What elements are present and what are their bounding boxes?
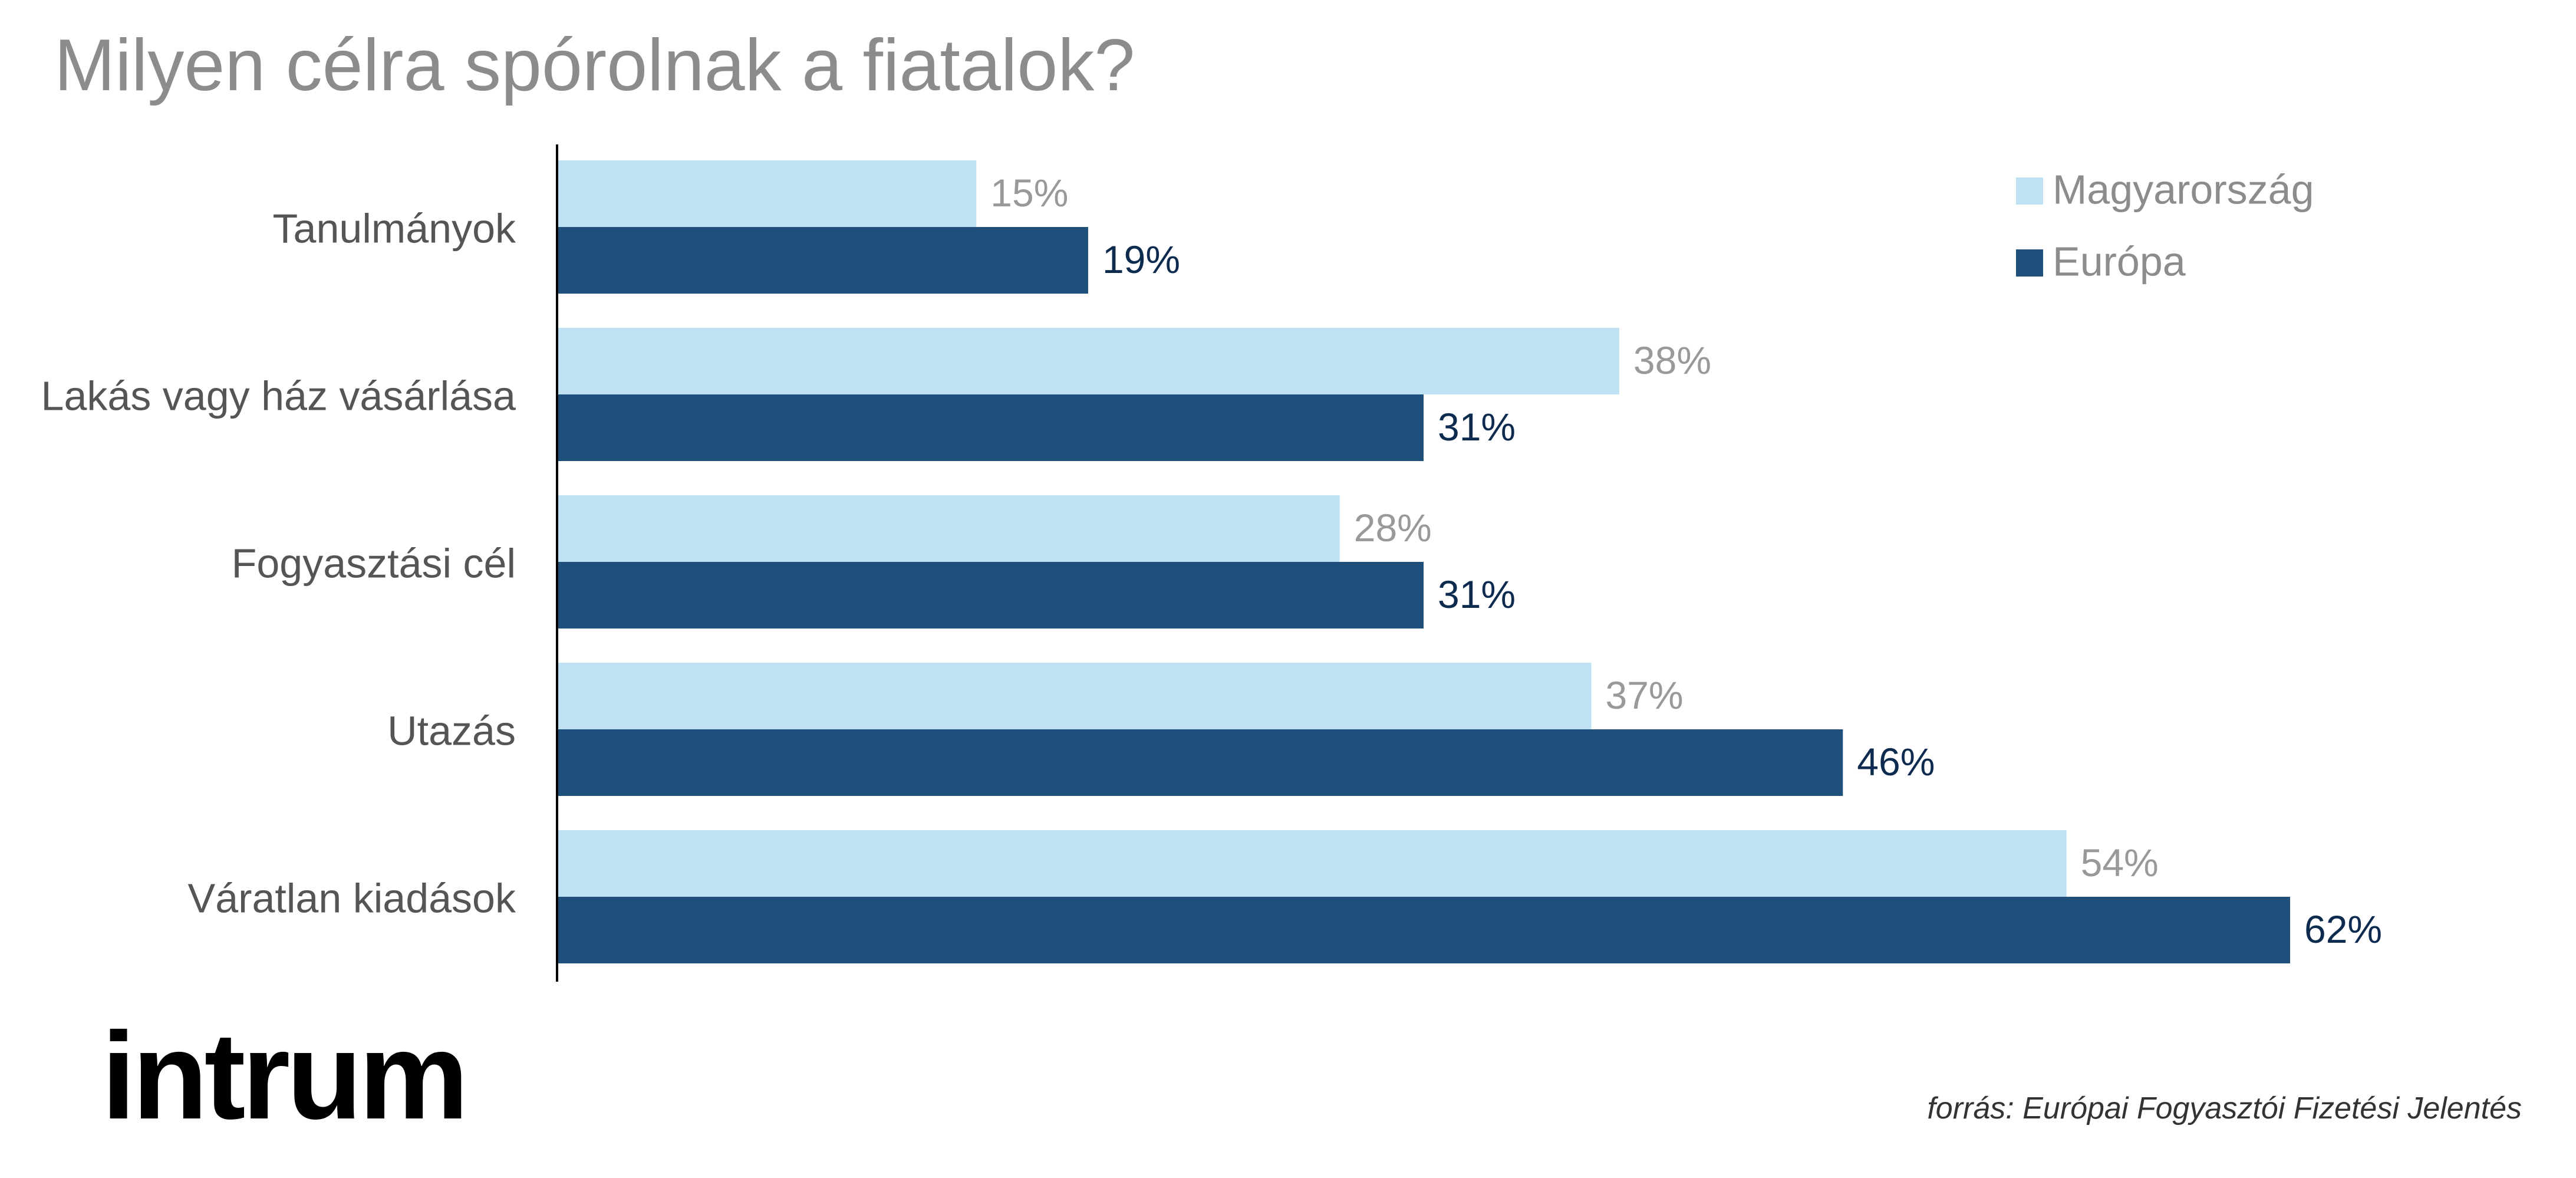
category-label: Lakás vagy ház vásárlása bbox=[41, 373, 516, 419]
data-label: 54% bbox=[2081, 841, 2159, 884]
category-label: Tanulmányok bbox=[273, 205, 516, 251]
data-label: 28% bbox=[1354, 506, 1432, 549]
bar-europa bbox=[557, 394, 1424, 461]
bar-europa bbox=[557, 227, 1088, 294]
data-label: 31% bbox=[1438, 405, 1516, 449]
data-label: 37% bbox=[1606, 673, 1684, 717]
bar-magyarorszag bbox=[557, 830, 2067, 897]
data-label: 46% bbox=[1857, 740, 1935, 784]
chart-title: Milyen célra spórolnak a fiatalok? bbox=[54, 25, 1135, 106]
category-label: Utazás bbox=[387, 708, 516, 753]
bar-europa bbox=[557, 562, 1424, 629]
bar-europa bbox=[557, 897, 2290, 963]
legend-label: Európa bbox=[2053, 238, 2186, 284]
intrum-logo: intrum bbox=[101, 1006, 469, 1145]
data-label: 38% bbox=[1633, 338, 1711, 382]
data-label: 62% bbox=[2304, 907, 2382, 951]
legend-label: Magyarország bbox=[2053, 166, 2314, 212]
category-label: Fogyasztási cél bbox=[232, 540, 516, 586]
bar-europa bbox=[557, 729, 1843, 796]
bar-magyarorszag bbox=[557, 663, 1592, 729]
category-label: Váratlan kiadások bbox=[188, 875, 516, 921]
source-note: forrás: Európai Fogyasztói Fizetési Jele… bbox=[1927, 1091, 2522, 1126]
data-label: 31% bbox=[1438, 572, 1516, 616]
bar-magyarorszag bbox=[557, 328, 1619, 394]
bar-magyarorszag bbox=[557, 495, 1340, 562]
data-label: 15% bbox=[990, 171, 1068, 215]
data-label: 19% bbox=[1102, 238, 1180, 281]
legend-swatch-europa bbox=[2016, 249, 2043, 277]
legend-swatch-magyarorszag bbox=[2016, 177, 2043, 205]
bar-magyarorszag bbox=[557, 160, 977, 227]
